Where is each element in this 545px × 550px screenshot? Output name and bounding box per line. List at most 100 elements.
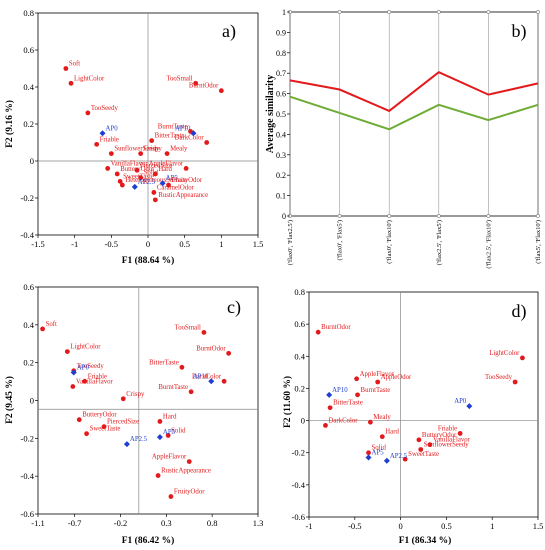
panel-label: a) <box>222 21 236 42</box>
panel-d: -1 -0.5 0 0.5 1 1.5 -0.6 -0.4 -0.2 0 0.2 0.4 0.6 0.8… <box>282 287 543 546</box>
x-tick-label: 1.5 <box>533 521 544 531</box>
point-marker-appleodor <box>375 379 381 385</box>
grid-node-top <box>486 10 491 14</box>
point-label: AP2.5 <box>390 453 408 460</box>
point-marker-crispy <box>138 151 144 157</box>
x-axis-label: F1 (86.34 %) <box>399 535 452 546</box>
point-marker-sunflowerseedy <box>108 151 114 157</box>
point-marker-fruityodor <box>168 494 174 499</box>
category-label: ('flax0', 'Flax10') <box>386 220 393 264</box>
point-label: VanillaFlavor <box>111 160 149 167</box>
x-axis-label: F1 (88.64 %) <box>122 255 175 266</box>
panel-a: -1.5 -1 -0.5 0 0.5 1 1.5 -0.4 -0.2 0 0.2 0.4 0.6 0.8… <box>4 8 263 266</box>
y-tick-label: 0.6 <box>23 282 34 292</box>
point-marker-solid <box>138 175 144 181</box>
point-marker-friable <box>94 141 100 147</box>
y-tick-label: 0.4 <box>294 351 305 361</box>
y-tick-labels: 0 0.1 0.2 0.3 0.4 0.5 0.6 0.7 0.8 0.9 1 <box>276 8 290 221</box>
point-label: AppleFlavor <box>149 160 184 167</box>
point-label: RusticAppearance <box>158 192 208 199</box>
grid-node-bottom <box>436 214 441 218</box>
y-tick-label: 0.3 <box>276 151 286 160</box>
point-label: Hard <box>385 429 399 436</box>
grid-node-bottom <box>486 214 491 218</box>
point-marker-ap10 <box>208 378 215 385</box>
x-tick-label: 1 <box>490 521 494 531</box>
point-marker-burntodor <box>315 329 321 335</box>
point-marker-friable <box>457 431 463 436</box>
y-tick-label: 0.6 <box>23 45 34 55</box>
x-tick-label: 0 <box>398 521 402 531</box>
x-tick-label: 1.5 <box>253 239 264 249</box>
point-label: AP10 <box>175 125 191 132</box>
x-tick-label: -0.2 <box>114 518 127 528</box>
y-tick-label: 0.4 <box>23 82 34 92</box>
point-label: BurntTaste <box>361 387 391 394</box>
y-tick-labels: -0.4 -0.2 0 0.2 0.4 0.6 0.8 <box>21 8 38 240</box>
point-label: TooSmall <box>175 324 201 331</box>
point-marker-hard <box>157 419 163 424</box>
point-label: Friable <box>438 425 457 432</box>
point-label: TooSeedy <box>485 374 513 381</box>
point-marker-sweettaste <box>84 431 89 437</box>
point-label: AP5 <box>163 429 176 436</box>
point-marker-tooseedy <box>512 379 518 385</box>
point-marker-toosmall <box>201 330 207 335</box>
point-label: Crispy <box>144 146 163 153</box>
point-marker-fruityodor <box>166 182 171 188</box>
y-tick-label: 0 <box>301 416 305 426</box>
point-marker-bittertaste <box>149 138 155 144</box>
point-label: AP2.5 <box>130 436 148 443</box>
point-marker-caramelodor <box>151 190 157 195</box>
panel-label: c) <box>227 297 241 318</box>
point-marker-mealy <box>164 151 170 157</box>
point-label: AP5 <box>166 175 179 182</box>
y-tick-label: 0.2 <box>294 383 305 393</box>
point-marker-darkcolor <box>323 422 328 428</box>
point-marker-burntodor <box>218 88 224 94</box>
category-label: ('flax5', 'Flax10') <box>535 220 542 264</box>
y-axis-label: F2 (9.45 %) <box>4 376 15 424</box>
point-label: LightColor <box>70 344 101 351</box>
category-label: ('flax0', 'Flax2.5') <box>287 220 294 265</box>
point-marker-rusticappearance <box>152 197 158 203</box>
point-label: BitterTaste <box>333 400 363 407</box>
x-tick-label: -1 <box>71 239 78 249</box>
point-label: BurntTaste <box>158 123 188 130</box>
point-label: TooSeedy <box>91 105 119 112</box>
y-tick-label: 0 <box>30 396 34 406</box>
point-marker-burnttaste <box>355 392 360 398</box>
point-label: SweetTaste <box>408 451 439 458</box>
point-marker-bittertaste <box>179 364 185 370</box>
series-line-1 <box>289 71 539 113</box>
point-label: AP10 <box>332 387 348 394</box>
point-marker-ap2-5 <box>131 183 138 190</box>
point-label: Hard <box>158 166 172 173</box>
point-label: TooSeedy <box>77 363 105 370</box>
x-tick-labels: -1.5 -1 -0.5 0 0.5 1 1.5 <box>31 235 263 249</box>
x-tick-label: -0.7 <box>68 518 81 528</box>
point-marker-ap5 <box>156 434 163 441</box>
point-marker-appleflavor <box>183 166 189 171</box>
point-label: SunflowerSeedy <box>424 442 470 449</box>
point-label: BurntOdor <box>189 83 219 90</box>
point-label: SweetTaste <box>90 426 121 433</box>
point-marker-soft <box>63 66 69 71</box>
point-label: BurntOdor <box>196 345 226 352</box>
point-marker-ap2-5 <box>123 441 130 448</box>
y-tick-label: 0.6 <box>276 90 286 99</box>
point-label: Friable <box>100 136 119 143</box>
point-marker-butteryodor <box>416 437 422 443</box>
grid-node-bottom <box>337 214 342 218</box>
point-label: Friable <box>88 373 107 380</box>
data-points: Soft LightColor TooSeedy FriableVanillaFlav… <box>40 321 232 499</box>
y-axis-label: Average similarity <box>265 75 276 153</box>
point-label: Crispy <box>126 391 145 398</box>
point-label: ButteryOdor <box>82 412 117 419</box>
point-marker-burntodor <box>226 350 232 356</box>
point-marker-piercedsize <box>101 424 107 430</box>
point-label: HeterogeneousSurface <box>125 177 187 184</box>
point-label: DarkColor <box>192 373 222 380</box>
y-tick-label: 0.8 <box>276 49 286 58</box>
point-marker-ap2-5 <box>383 457 390 464</box>
